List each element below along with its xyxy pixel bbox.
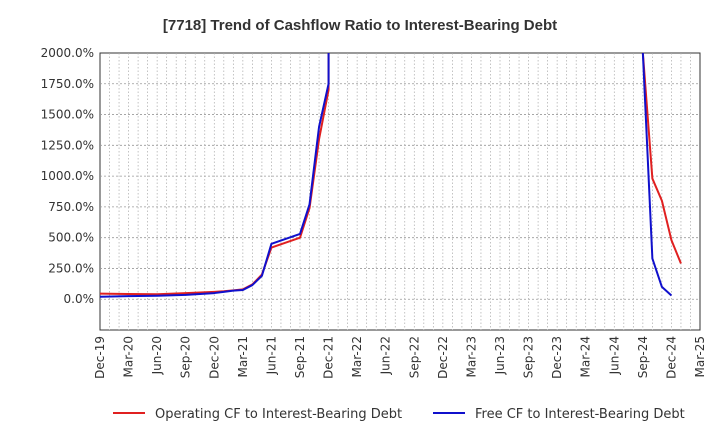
series-line bbox=[99, 52, 673, 298]
legend-label: Operating CF to Interest-Bearing Debt bbox=[155, 407, 402, 422]
x-tick-label: Sep-22 bbox=[407, 336, 421, 378]
y-axis-ticks: 0.0% 250.0% 500.0% 750.0% 1000.0% 1250.0% 1500… bbox=[41, 46, 94, 306]
y-tick-label: 1250.0% bbox=[41, 138, 94, 152]
y-tick-label: 2000.0% bbox=[41, 46, 94, 60]
x-tick-label: Jun-24 bbox=[607, 336, 621, 375]
x-tick-label: Jun-22 bbox=[379, 336, 393, 375]
x-tick-label: Mar-20 bbox=[122, 336, 136, 377]
x-tick-label: Dec-20 bbox=[207, 336, 221, 379]
y-tick-label: 250.0% bbox=[48, 261, 94, 275]
x-tick-label: Dec-23 bbox=[550, 336, 564, 379]
y-tick-label: 1000.0% bbox=[41, 169, 94, 183]
y-tick-label: 500.0% bbox=[48, 231, 94, 245]
x-tick-label: Jun-21 bbox=[264, 336, 278, 375]
x-tick-label: Sep-23 bbox=[522, 336, 536, 378]
y-tick-label: 750.0% bbox=[48, 200, 94, 214]
x-tick-label: Jun-20 bbox=[150, 336, 164, 375]
x-tick-label: Mar-23 bbox=[464, 336, 478, 377]
chart-title: [7718] Trend of Cashflow Ratio to Intere… bbox=[163, 17, 557, 34]
y-tick-label: 1500.0% bbox=[41, 108, 94, 122]
x-tick-label: Sep-20 bbox=[179, 336, 193, 378]
x-tick-label: Dec-21 bbox=[322, 336, 336, 379]
x-tick-label: Sep-24 bbox=[636, 336, 650, 378]
x-tick-label: Dec-19 bbox=[93, 336, 107, 379]
series-lines bbox=[99, 52, 682, 298]
x-tick-label: Jun-23 bbox=[493, 336, 507, 375]
x-tick-label: Mar-24 bbox=[579, 336, 593, 377]
x-tick-label: Mar-21 bbox=[236, 336, 250, 377]
plot-area bbox=[99, 52, 701, 331]
legend-label: Free CF to Interest-Bearing Debt bbox=[475, 407, 685, 422]
x-axis-ticks: Dec-19 Mar-20 Jun-20 Sep-20 Dec-20 Mar-21 Jun-… bbox=[93, 336, 707, 379]
x-tick-label: Mar-25 bbox=[693, 336, 707, 377]
grid-lines bbox=[100, 53, 700, 330]
x-tick-label: Dec-22 bbox=[436, 336, 450, 379]
x-tick-label: Mar-22 bbox=[350, 336, 364, 377]
x-tick-label: Dec-24 bbox=[664, 336, 678, 379]
y-tick-label: 0.0% bbox=[64, 292, 95, 306]
legend: Operating CF to Interest-Bearing Debt Fre… bbox=[113, 407, 685, 422]
x-tick-label: Sep-21 bbox=[293, 336, 307, 378]
y-tick-label: 1750.0% bbox=[41, 77, 94, 91]
